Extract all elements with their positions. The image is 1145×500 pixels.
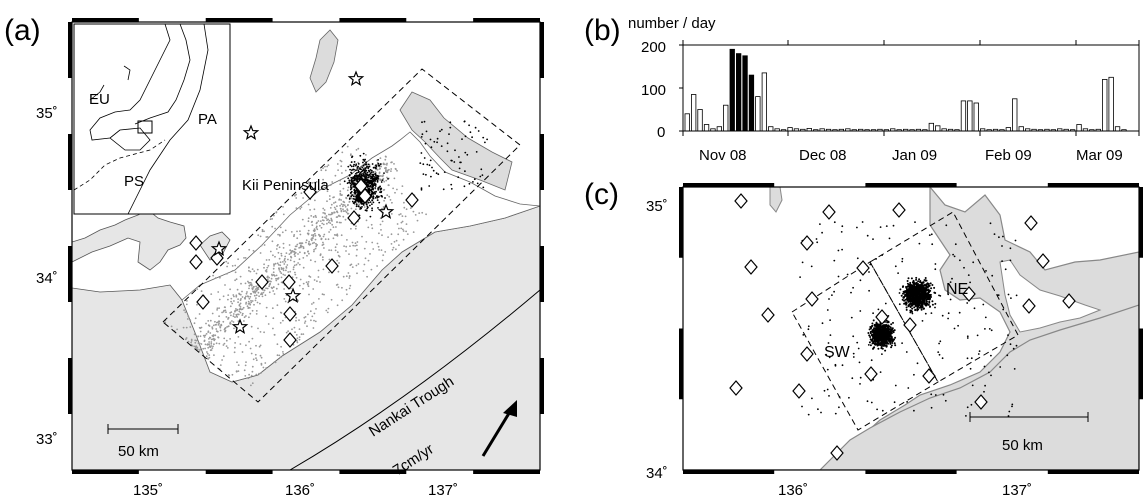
bar bbox=[935, 125, 941, 132]
panel-b-ylabel: number / day bbox=[628, 15, 716, 32]
velocity-arrow bbox=[481, 400, 517, 457]
bar bbox=[960, 100, 967, 132]
b-ytick-100: 100 bbox=[641, 82, 666, 99]
bar bbox=[973, 102, 979, 132]
inset-study-box bbox=[137, 120, 153, 134]
a-lon-137: 137˚ bbox=[428, 482, 458, 499]
panel-a-frame-ticks bbox=[68, 18, 544, 474]
panel-a-scale-label: 50 km bbox=[118, 443, 159, 460]
panel-c: (c) NE SW 50 km 35˚ 34˚ 136˚ 137˚ bbox=[584, 178, 1143, 499]
bar bbox=[1012, 98, 1018, 132]
panel-a-scale-bar: 50 km bbox=[107, 424, 179, 460]
panel-c-sw-box bbox=[791, 261, 939, 431]
a-lat-34: 34˚ bbox=[36, 270, 58, 287]
bar bbox=[748, 74, 755, 132]
bar bbox=[1018, 126, 1024, 132]
panel-c-label: (c) bbox=[584, 178, 619, 211]
bar bbox=[1102, 79, 1108, 132]
c-lat-35: 35˚ bbox=[646, 198, 668, 215]
bar bbox=[768, 126, 774, 132]
panel-b-bars bbox=[684, 48, 1127, 132]
panel-a-west-coast bbox=[72, 209, 187, 271]
bar bbox=[703, 124, 710, 132]
panel-a-study-area bbox=[162, 68, 521, 403]
inset-map: EU PA PS bbox=[73, 23, 231, 215]
bar bbox=[787, 127, 793, 132]
nankai-trough-line bbox=[289, 289, 540, 470]
panel-a-stars bbox=[210, 70, 395, 335]
panel-c-white-bay bbox=[999, 259, 1102, 333]
bar bbox=[755, 96, 761, 132]
panel-c-scale-bar: 50 km bbox=[969, 412, 1089, 454]
kii-peninsula-label: Kii Peninsula bbox=[242, 177, 329, 194]
bar bbox=[1005, 127, 1011, 132]
bar bbox=[716, 126, 722, 132]
bar bbox=[761, 72, 767, 132]
a-lon-135: 135˚ bbox=[133, 482, 163, 499]
bar bbox=[697, 109, 703, 132]
bar bbox=[742, 55, 748, 132]
inset-plate-pa: PA bbox=[198, 111, 217, 128]
kii-peninsula-land bbox=[181, 131, 540, 383]
bar bbox=[1114, 126, 1121, 132]
b-xtick-nov08: Nov 08 bbox=[699, 147, 747, 164]
region-label-ne: NE bbox=[946, 281, 968, 298]
biwa-lake bbox=[309, 29, 339, 93]
panel-c-grey-bottom bbox=[683, 304, 1139, 470]
panel-b-ticks bbox=[679, 40, 1140, 136]
b-xtick-feb09: Feb 09 bbox=[985, 147, 1032, 164]
bar bbox=[967, 100, 973, 132]
panel-c-scale-label: 50 km bbox=[1002, 437, 1043, 454]
panel-b-label: (b) bbox=[584, 14, 621, 47]
panel-a-grey-east bbox=[399, 91, 513, 191]
c-lon-136: 136˚ bbox=[778, 482, 808, 499]
bar bbox=[684, 113, 690, 132]
c-lon-137: 137˚ bbox=[1002, 482, 1032, 499]
panel-a-label: (a) bbox=[4, 14, 41, 47]
region-label-sw: SW bbox=[824, 344, 851, 361]
a-lat-33: 33˚ bbox=[36, 431, 58, 448]
bar bbox=[1076, 124, 1082, 132]
panel-c-frame-ticks bbox=[679, 183, 1143, 474]
a-lat-35: 35˚ bbox=[36, 105, 58, 122]
b-xtick-dec08: Dec 08 bbox=[799, 147, 847, 164]
panel-c-dots bbox=[799, 221, 1018, 417]
b-ytick-200: 200 bbox=[641, 39, 666, 56]
panel-c-stations bbox=[729, 193, 1076, 461]
panel-a: (a) bbox=[4, 14, 544, 499]
bar bbox=[736, 53, 742, 132]
inset-plate-eu: EU bbox=[89, 91, 110, 108]
bar bbox=[729, 48, 735, 132]
bar bbox=[723, 104, 729, 132]
c-lat-34: 34˚ bbox=[646, 465, 668, 482]
a-lon-136: 136˚ bbox=[285, 482, 315, 499]
b-xtick-jan09: Jan 09 bbox=[892, 147, 937, 164]
panel-a-stations bbox=[189, 178, 419, 348]
panel-c-biwa bbox=[769, 187, 783, 213]
b-ytick-0: 0 bbox=[657, 124, 665, 141]
b-xtick-mar09: Mar 09 bbox=[1076, 147, 1123, 164]
inset-plate-ps: PS bbox=[124, 173, 144, 190]
bar bbox=[928, 122, 934, 132]
bar bbox=[1108, 76, 1114, 132]
panel-b: (b) number / day 200 100 0 Nov 08 Dec 08… bbox=[584, 14, 1140, 164]
bar bbox=[691, 94, 697, 132]
